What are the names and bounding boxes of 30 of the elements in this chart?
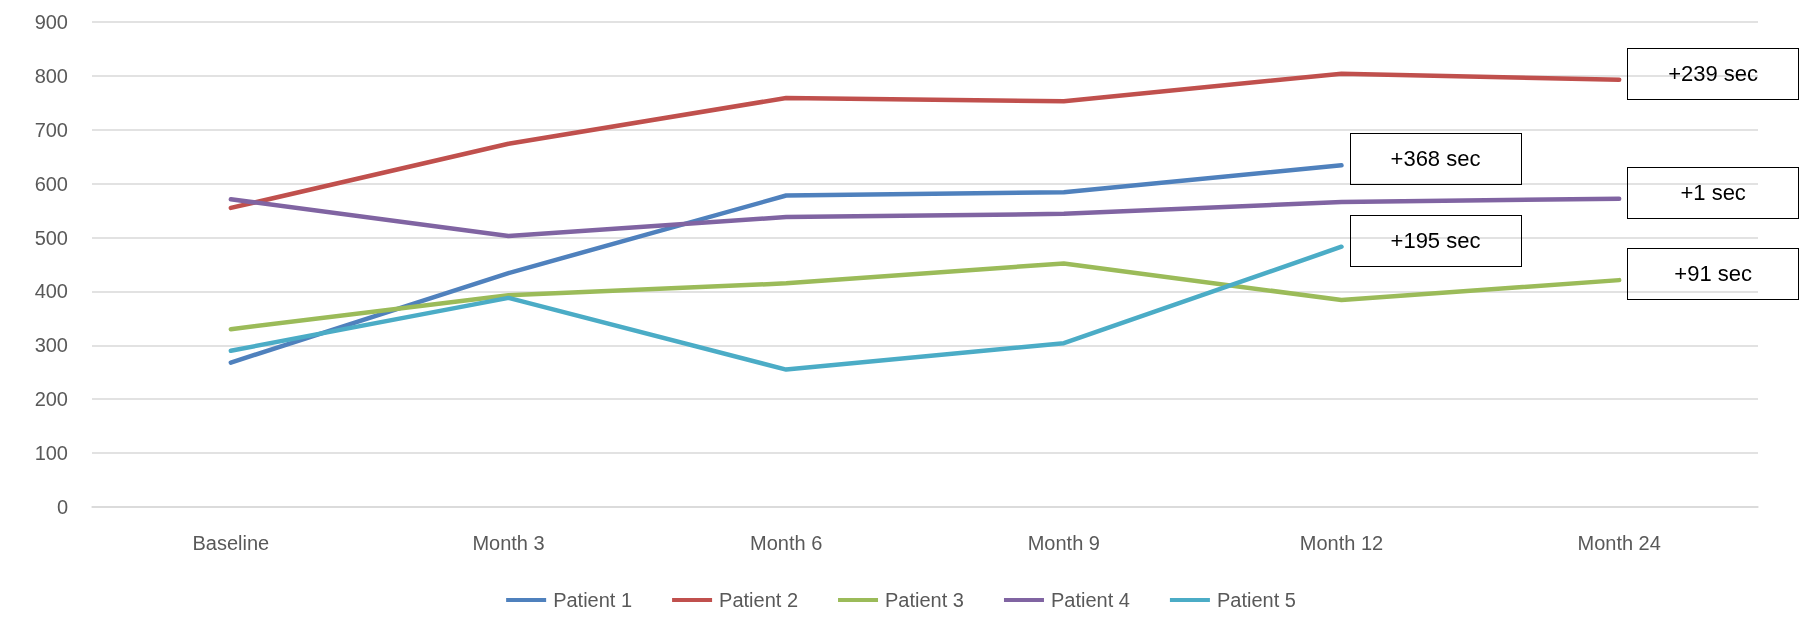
y-tick-label: 500	[34, 226, 68, 249]
y-tick-label: 600	[34, 172, 68, 195]
callout-box: +239 sec	[1627, 47, 1800, 100]
x-tick-label: Month 6	[750, 532, 823, 554]
legend-label: Patient 5	[1216, 589, 1296, 611]
x-tick-label: Month 9	[1027, 532, 1100, 554]
legend-label: Patient 2	[719, 589, 799, 611]
y-tick-label: 0	[56, 496, 68, 518]
y-tick-label: 200	[34, 388, 68, 411]
callout-box: +91 sec	[1627, 248, 1800, 301]
y-tick-label: 300	[34, 334, 68, 357]
y-tick-label: 900	[34, 11, 68, 33]
y-tick-label: 700	[34, 118, 68, 141]
x-tick-label: Month 24	[1577, 532, 1661, 554]
y-tick-label: 800	[34, 64, 68, 87]
x-tick-label: Month 3	[472, 532, 545, 554]
callout-box: +195 sec	[1349, 214, 1522, 267]
callout-box: +368 sec	[1349, 133, 1522, 186]
x-tick-label: Baseline	[192, 532, 270, 554]
y-tick-label: 100	[34, 442, 68, 465]
line-series	[228, 163, 1344, 365]
line-series	[228, 71, 1622, 211]
line-series	[228, 261, 1622, 332]
legend-label: Patient 3	[885, 589, 964, 611]
legend-label: Patient 1	[553, 589, 633, 611]
x-tick-label: Month 12	[1299, 532, 1384, 554]
line-series	[228, 244, 1344, 372]
callout-box: +1 sec	[1627, 166, 1800, 219]
legend-label: Patient 4	[1050, 589, 1130, 611]
y-tick-label: 400	[34, 280, 68, 303]
